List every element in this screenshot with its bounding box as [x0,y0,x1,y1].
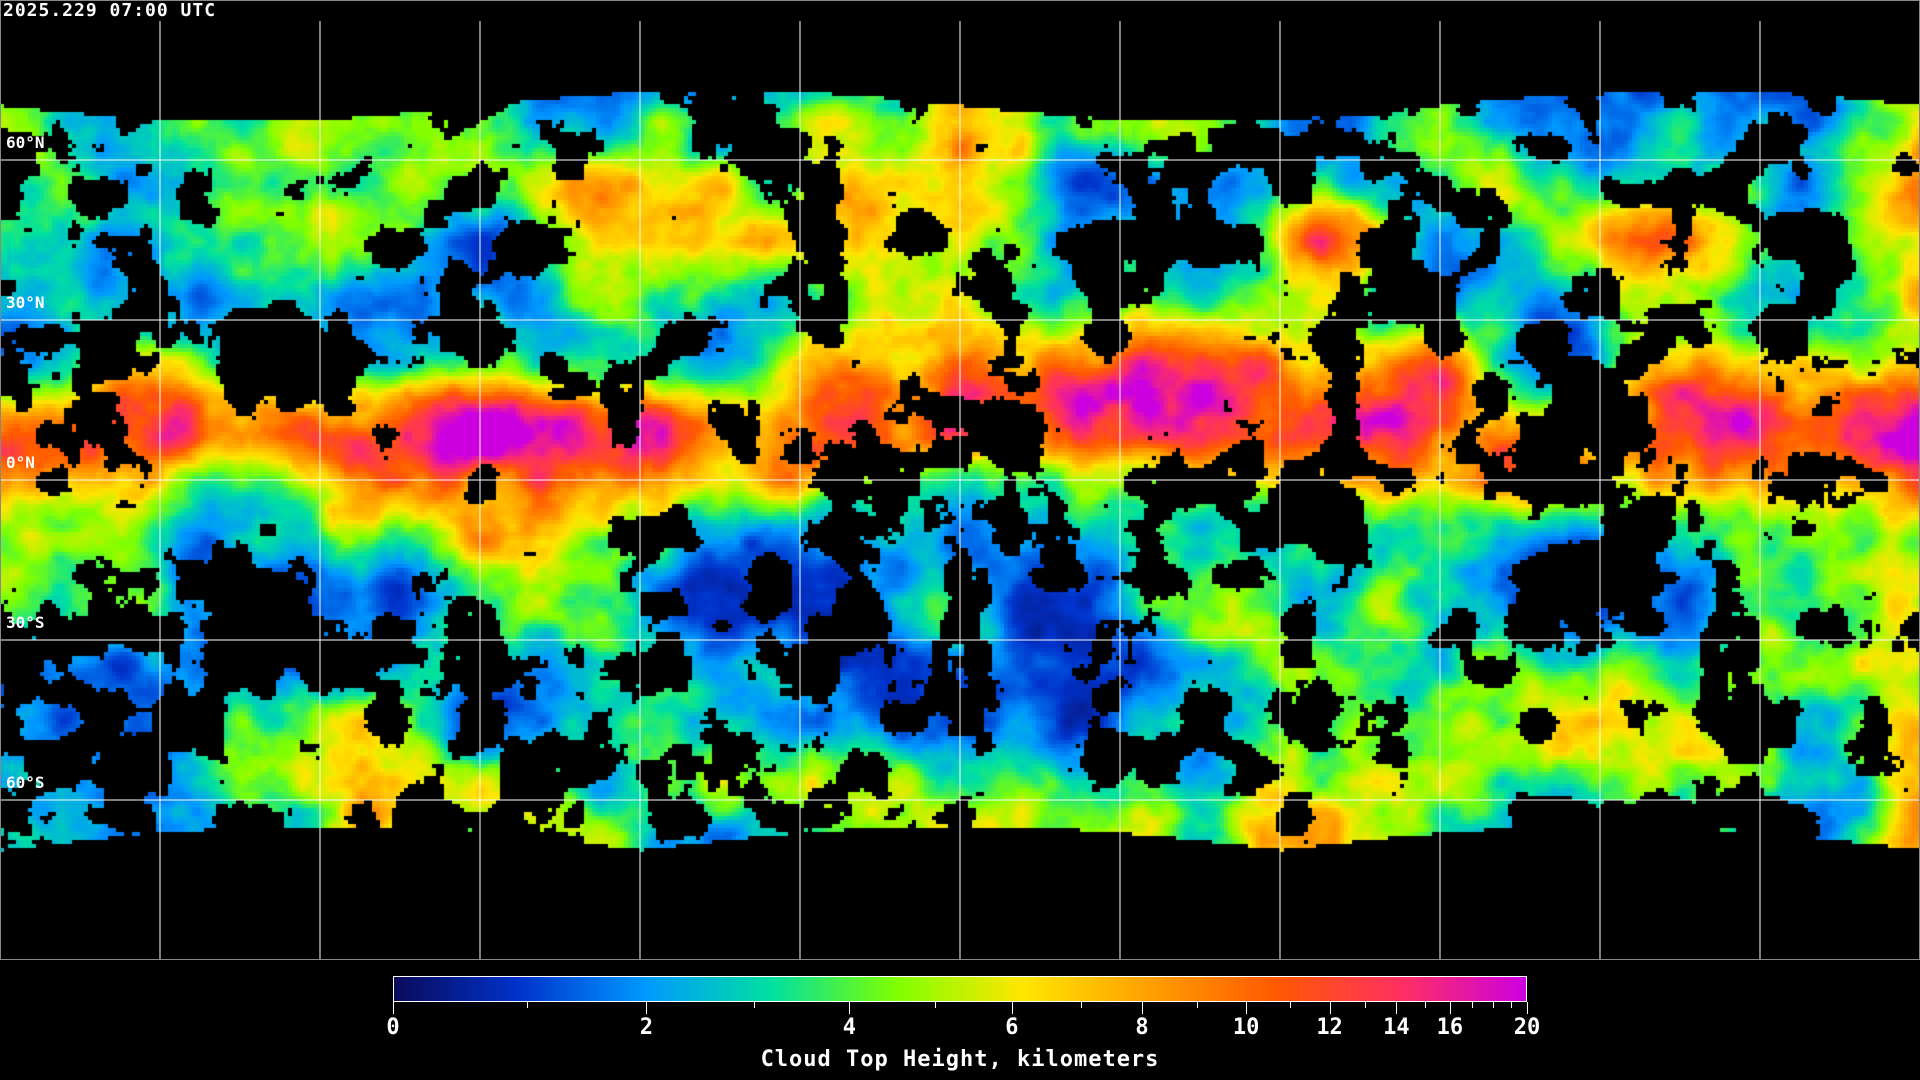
colorbar [393,976,1527,1002]
major-tick [1141,1002,1143,1014]
tick-label: 2 [639,1015,654,1040]
tick-label: 16 [1436,1015,1464,1040]
minor-tick [935,1002,937,1008]
minor-tick [526,1002,528,1008]
tick-label: 12 [1316,1015,1343,1040]
major-tick [1011,1002,1013,1014]
lat-label-equator: 0°N [6,453,35,472]
minor-tick [1492,1002,1494,1008]
major-tick [1527,1002,1528,1014]
major-tick [393,1002,394,1014]
major-tick [1449,1002,1451,1014]
timestamp: 2025.229 07:00 UTC [3,0,217,21]
lat-label-60n: 60°N [6,133,45,152]
tick-label: 0 [386,1015,400,1040]
tick-label: 10 [1232,1015,1260,1040]
major-tick [1246,1002,1248,1014]
colorbar-ticks: 0 2 4 6 8 10 12 14 16 20 [386,1002,1540,1062]
minor-tick [1364,1002,1366,1008]
minor-tick [1424,1002,1426,1008]
tick-label: 20 [1513,1015,1541,1040]
major-tick [1329,1002,1331,1014]
minor-tick [753,1002,755,1008]
tick-label: 4 [842,1015,856,1040]
colorbar-title: Cloud Top Height, kilometers [760,1047,1160,1072]
tick-label: 14 [1383,1015,1410,1040]
lat-label-60s: 60°S [6,773,45,792]
major-tick [849,1002,851,1014]
cloud-top-height-map: 2025.229 07:00 UTC 60°N 30°N 0°N 30°S 60… [0,0,1920,960]
minor-tick [1290,1002,1292,1008]
tick-label: 8 [1135,1015,1149,1040]
lat-label-30n: 30°N [6,293,45,312]
major-tick [1396,1002,1398,1014]
lat-lon-grid [0,0,1920,960]
tick-label: 6 [1005,1015,1019,1040]
major-tick [646,1002,648,1014]
minor-tick [1510,1002,1512,1008]
lat-label-30s: 30°S [6,613,45,632]
minor-tick [1472,1002,1474,1008]
minor-tick [1080,1002,1082,1008]
minor-tick [1196,1002,1198,1008]
